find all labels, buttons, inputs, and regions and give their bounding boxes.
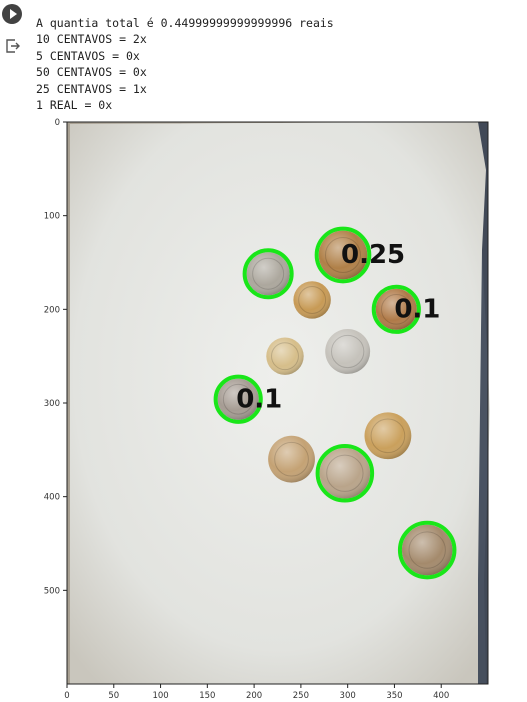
y-tick-label: 0 (55, 118, 60, 128)
coin-detection-plot: 0.25 0.1 0.1 0 50 100 150 200 250 300 350 400 0 100… (44, 118, 490, 701)
coin-value-labels: 0.25 0.1 0.1 (236, 240, 440, 414)
coin-value-label: 0.1 (236, 384, 282, 414)
detection-ring (213, 374, 263, 424)
coin-value-label: 0.25 (341, 240, 405, 270)
coin (246, 252, 290, 296)
x-tick-label: 200 (246, 691, 262, 701)
coin (268, 435, 315, 483)
y-tick-label: 100 (44, 212, 60, 222)
coin (319, 447, 371, 499)
output-line: A quantia total é 0.44999999999999996 re… (36, 16, 334, 30)
coins (217, 230, 453, 576)
y-tick-label: 500 (44, 586, 60, 596)
output-line: 50 CENTAVOS = 0x (36, 65, 147, 80)
coin (401, 524, 453, 576)
output-line: 1 REAL = 0x (36, 98, 113, 113)
coin (375, 288, 417, 330)
detection-ring (314, 226, 372, 284)
coin (217, 378, 259, 420)
y-tick-label: 300 (44, 399, 60, 409)
coin (266, 337, 304, 375)
x-tick-label: 100 (152, 691, 168, 701)
x-tick-label: 150 (199, 691, 215, 701)
photo-image (67, 122, 490, 684)
detection-ring (397, 520, 457, 580)
output-arrow-icon (6, 39, 20, 53)
detection-ring (371, 284, 421, 334)
cell-output: A quantia total é 0.44999999999999996 re… (36, 15, 334, 113)
run-cell-button[interactable] (2, 4, 22, 24)
y-axis-ticks: 0 100 200 300 400 500 (44, 118, 67, 596)
coin (325, 329, 371, 374)
x-tick-label: 0 (64, 691, 69, 701)
y-tick-label: 200 (44, 305, 60, 315)
play-icon (10, 9, 17, 19)
x-tick-label: 250 (293, 691, 309, 701)
coin (318, 230, 368, 280)
output-line: 10 CENTAVOS = 2x (36, 32, 147, 47)
coin (293, 281, 331, 319)
x-axis-ticks: 0 50 100 150 200 250 300 350 400 (64, 684, 449, 701)
x-tick-label: 350 (386, 691, 402, 701)
output-line: 25 CENTAVOS = 1x (36, 81, 147, 96)
coin-value-label: 0.1 (394, 294, 440, 324)
detection-ring (315, 443, 375, 503)
x-tick-label: 50 (108, 691, 119, 701)
output-line: 5 CENTAVOS = 0x (36, 48, 140, 63)
x-tick-label: 400 (433, 691, 449, 701)
detection-rings (213, 226, 457, 580)
y-tick-label: 400 (44, 493, 60, 503)
detection-ring (242, 248, 294, 300)
x-tick-label: 300 (340, 691, 356, 701)
coin (364, 412, 412, 460)
